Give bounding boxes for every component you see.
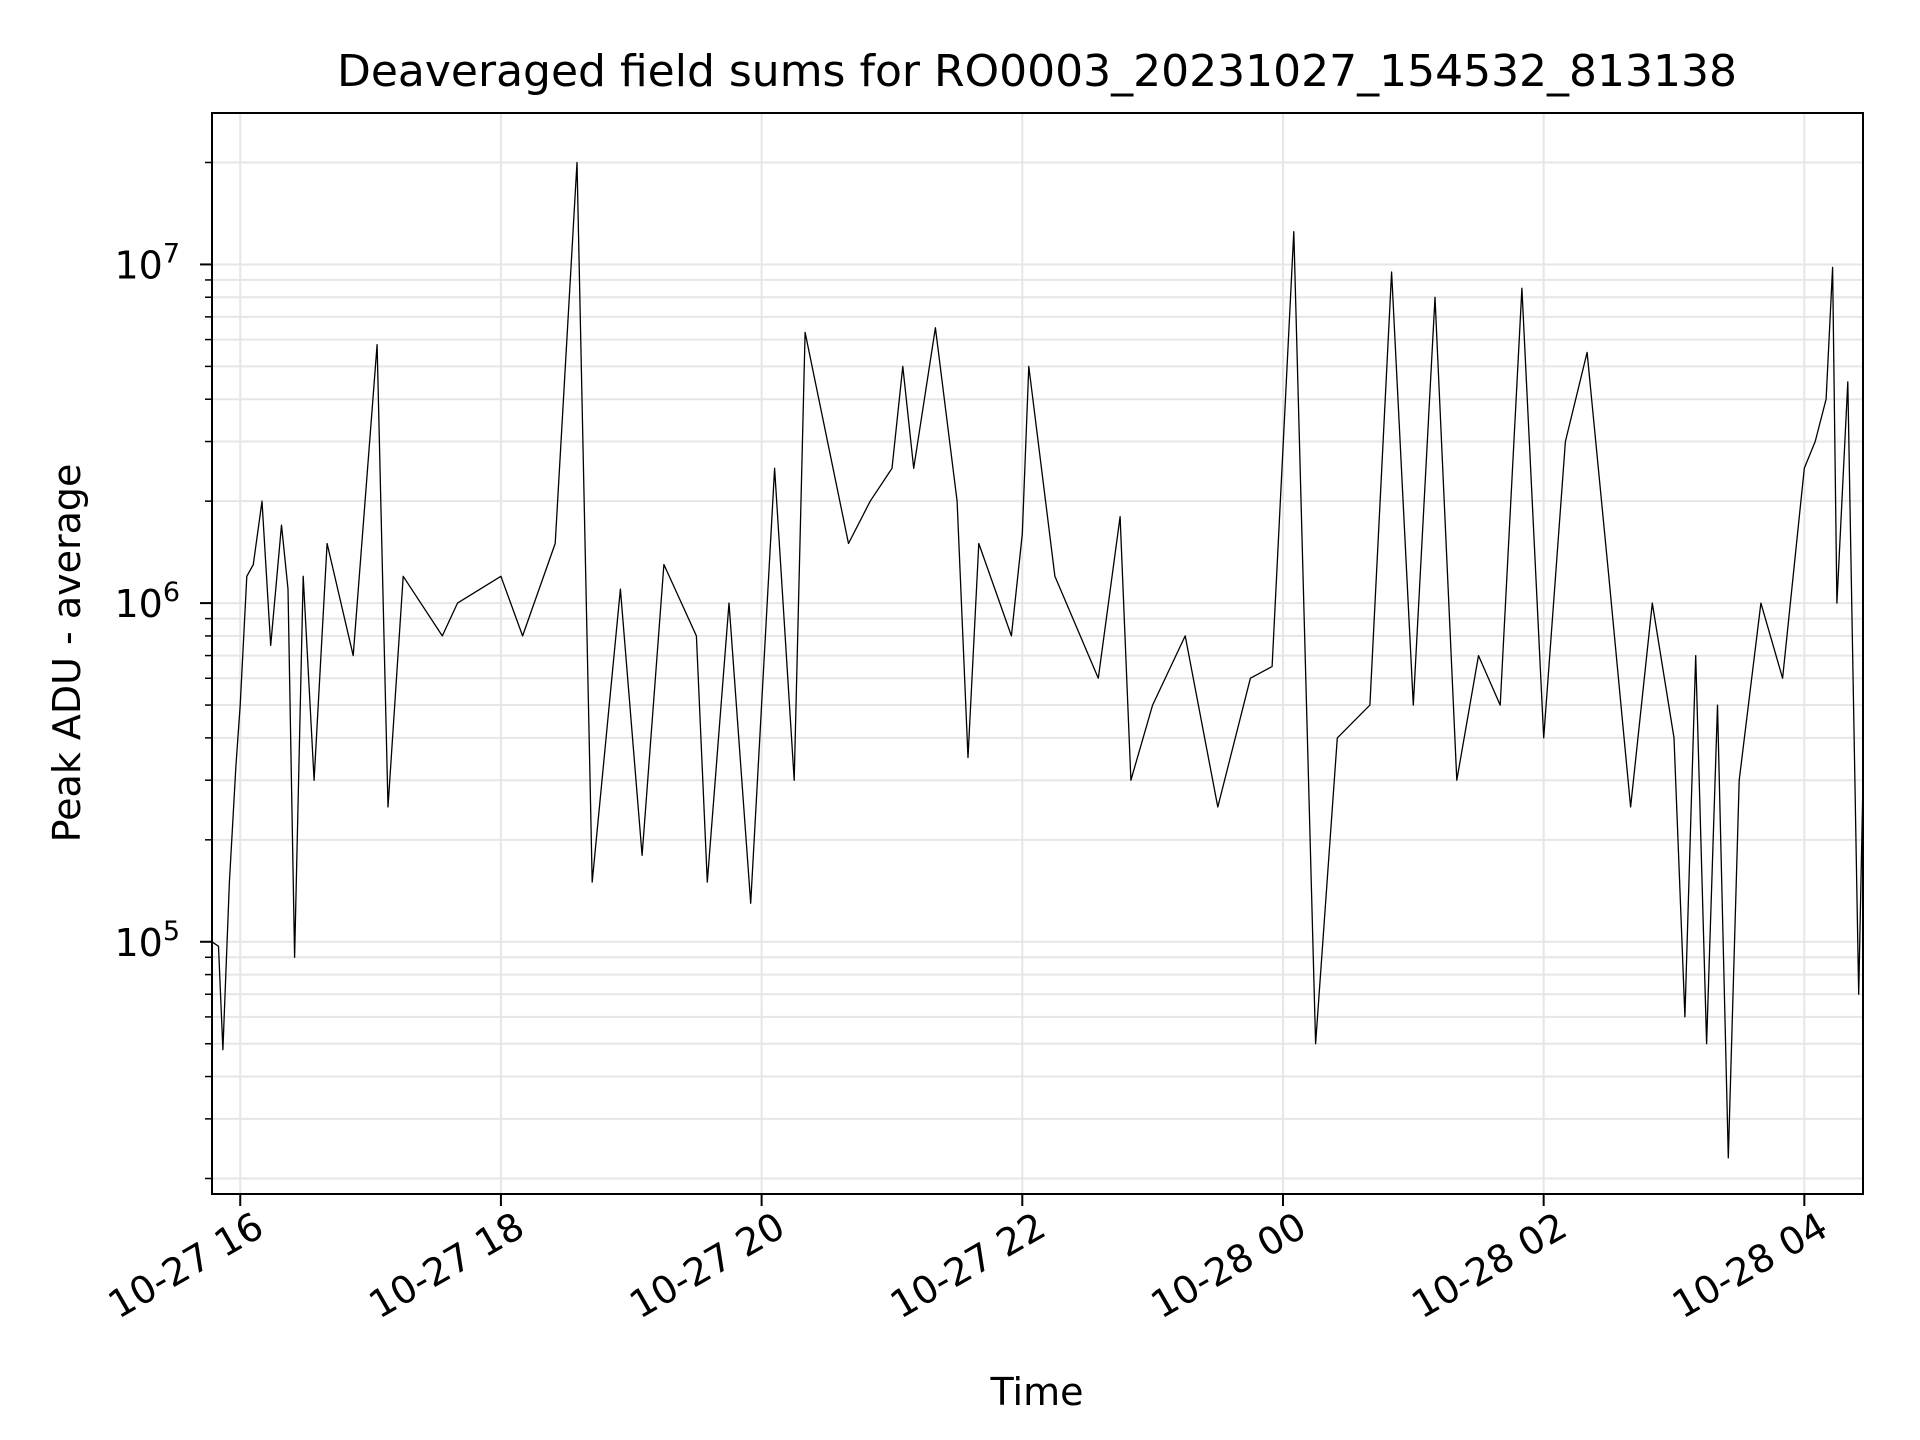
y-tick-label: 105 [114, 916, 180, 965]
chart-title: Deaveraged field sums for RO0003_2023102… [337, 46, 1737, 97]
x-tick-label: 10-27 20 [622, 1204, 792, 1328]
y-tick-label: 107 [114, 238, 180, 287]
plot-area [211, 112, 1864, 1195]
x-tick-label: 10-28 02 [1404, 1204, 1574, 1328]
grid-lines [212, 113, 1863, 1194]
x-tick-label: 10-28 00 [1144, 1204, 1314, 1328]
y-axis: 105 106 107 [114, 161, 212, 1180]
y-tick-label: 106 [114, 577, 180, 626]
x-tick-label: 10-27 18 [361, 1204, 531, 1328]
x-axis-label: Time [990, 1370, 1084, 1414]
x-tick-label: 10-27 16 [101, 1204, 271, 1328]
series-layer [211, 161, 1864, 1159]
x-tick-label: 10-28 04 [1665, 1204, 1835, 1328]
x-axis: 10-27 16 10-27 18 10-27 20 10-27 22 10-28 00… [101, 1194, 1835, 1327]
y-axis-label: Peak ADU - average [45, 464, 89, 843]
x-tick-label: 10-27 22 [883, 1204, 1053, 1328]
series-line [211, 161, 1864, 1159]
